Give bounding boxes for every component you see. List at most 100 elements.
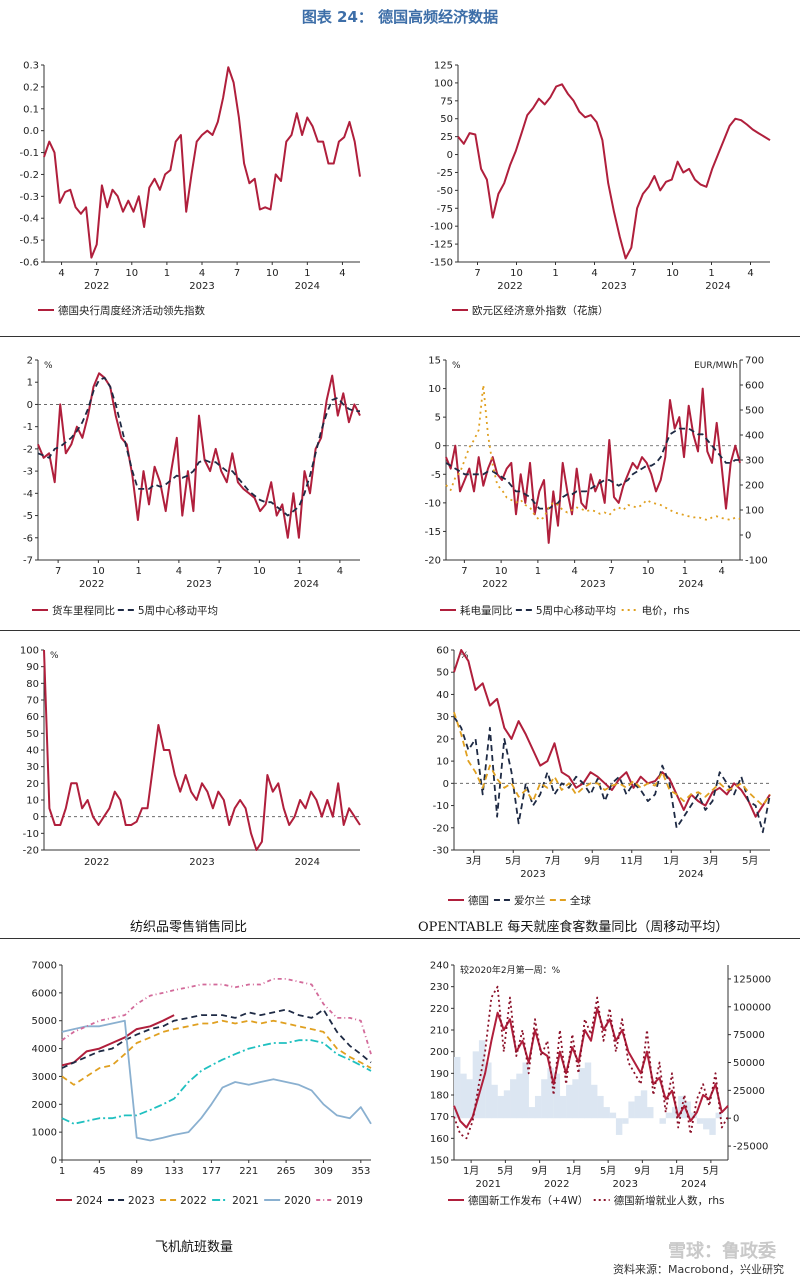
bar bbox=[534, 1095, 542, 1119]
x-tick-label: 5月 bbox=[703, 1165, 719, 1177]
y-tick-label: -0.6 bbox=[19, 258, 39, 269]
y-tick-label: 3000 bbox=[32, 1072, 57, 1083]
y2-tick-label: 0 bbox=[745, 531, 751, 542]
series-line-1 bbox=[445, 427, 740, 510]
bar bbox=[485, 1062, 492, 1119]
x-tick-label: 1 bbox=[304, 268, 310, 279]
y-tick-label: 5 bbox=[435, 413, 441, 424]
legend: 货车里程同比 5周中心移动平均 bbox=[32, 604, 218, 617]
bar bbox=[578, 1068, 585, 1119]
x-tick-label: 7 bbox=[461, 566, 467, 577]
y-tick-label: -30 bbox=[433, 846, 449, 857]
x-tick-label: 1 bbox=[296, 566, 302, 577]
x-tick-label: 7 bbox=[93, 268, 99, 279]
y-tick-label: -5 bbox=[431, 470, 441, 481]
x-tick-label: 5月 bbox=[497, 1165, 513, 1177]
source-note: 资料来源：Macrobond，兴业研究 bbox=[613, 1263, 784, 1276]
x-year-label: 2023 bbox=[601, 281, 626, 292]
y-tick-label: -2 bbox=[23, 444, 33, 455]
legend-label: 2021 bbox=[232, 1195, 259, 1207]
y-tick-label: -4 bbox=[23, 489, 33, 500]
legend-label: 2023 bbox=[128, 1195, 155, 1207]
y2-tick-label: 0 bbox=[733, 1114, 739, 1125]
legend-label: 欧元区经济意外指数（花旗） bbox=[472, 304, 609, 317]
y-unit-label: 较2020年2月第一周：% bbox=[460, 964, 561, 976]
x-tick-label: 89 bbox=[130, 1166, 143, 1177]
y-tick-label: 240 bbox=[430, 961, 449, 972]
x-tick-label: 1月 bbox=[663, 855, 679, 867]
x-tick-label: 4 bbox=[176, 566, 182, 577]
x-year-label: 2022 bbox=[84, 281, 109, 292]
y-tick-label: 10 bbox=[436, 757, 449, 768]
x-year-label: 2021 bbox=[476, 1179, 501, 1190]
x-tick-label: 7 bbox=[55, 566, 61, 577]
bar bbox=[628, 1101, 635, 1119]
y-tick-label: 50 bbox=[436, 668, 449, 679]
y-tick-label: -5 bbox=[23, 511, 33, 522]
y-unit-label: % bbox=[50, 651, 59, 661]
y-tick-label: 6000 bbox=[32, 988, 57, 999]
chart-svg-c4: 15 10 5 0 -5 -10 -15 -20 700 600 500 400 300 200 100 0 -… bbox=[425, 356, 768, 618]
y-tick-label: -3 bbox=[23, 467, 33, 478]
legend-label: 爱尔兰 bbox=[514, 894, 546, 907]
series-line-2024 bbox=[61, 1014, 175, 1067]
y2-tick-label: -100 bbox=[745, 556, 768, 567]
y-tick-label: 190 bbox=[430, 1069, 449, 1080]
x-tick-label: 4 bbox=[199, 268, 205, 279]
bar bbox=[591, 1084, 598, 1119]
series-line-0 bbox=[453, 649, 771, 818]
x-tick-label: 1 bbox=[708, 268, 714, 279]
x-tick-label: 1月 bbox=[566, 1165, 582, 1177]
chart-bundesbank-weekly-index: 0.3 0.2 0.1 0.0 -0.1 -0.2 -0.3 -0.4 -0.5 -0.6 4 7 10… bbox=[0, 55, 380, 322]
y-tick-label: 4000 bbox=[32, 1044, 57, 1055]
y-tick-label: -10 bbox=[23, 829, 39, 840]
bar bbox=[454, 1056, 461, 1119]
bar bbox=[478, 1040, 486, 1119]
x-tick-label: 1 bbox=[59, 1166, 65, 1177]
bar bbox=[510, 1079, 517, 1119]
legend-label: 德国央行周度经济活动领先指数 bbox=[58, 304, 205, 317]
x-year-label: 2022 bbox=[79, 579, 104, 590]
bar bbox=[684, 1101, 691, 1119]
y-tick-label: 0.0 bbox=[23, 126, 39, 137]
legend-label: 德国新工作发布（+4W） bbox=[468, 1194, 588, 1207]
x-tick-label: 4 bbox=[747, 268, 753, 279]
y-tick-label: 0 bbox=[443, 779, 449, 790]
x-tick-label: 309 bbox=[314, 1166, 333, 1177]
series-line-2 bbox=[453, 711, 771, 807]
legend-label: 电价，rhs bbox=[642, 604, 690, 617]
x-year-label: 2023 bbox=[520, 869, 545, 880]
x-year-label: 2024 bbox=[295, 281, 320, 292]
y-unit-label: % bbox=[452, 361, 461, 371]
y-tick-label: 0.1 bbox=[23, 104, 39, 115]
series-line-2020 bbox=[61, 1019, 372, 1142]
caption-opentable: OPENTABLE 每天就座食客数量同比（周移动平均） bbox=[418, 920, 729, 935]
y-tick-label: 220 bbox=[430, 1004, 449, 1015]
y-tick-label: -0.2 bbox=[19, 170, 39, 181]
x-year-label: 2023 bbox=[189, 857, 214, 868]
bar bbox=[541, 1079, 548, 1119]
y2-tick-label: 25000 bbox=[733, 1086, 765, 1097]
chart-citi-surprise-index: 125 100 75 50 25 0 -25 -50 -75 -100 -125 -150 7 10 1 4 7… bbox=[410, 55, 790, 322]
series-line-0 bbox=[453, 1007, 729, 1129]
y2-tick-label: 100000 bbox=[733, 1002, 771, 1013]
y-tick-label: 50 bbox=[26, 729, 39, 740]
chart-textile-retail: 100 90 80 70 60 50 40 30 20 10 0 -10 -20% 2022 2023 202… bbox=[0, 640, 380, 890]
y-tick-label: 0 bbox=[33, 812, 39, 823]
series-line-0 bbox=[37, 372, 361, 539]
bar bbox=[472, 1051, 480, 1119]
y2-tick-label: 700 bbox=[745, 356, 764, 367]
bar bbox=[696, 1118, 704, 1124]
y-tick-label: -0.5 bbox=[19, 236, 39, 247]
y-tick-label: 90 bbox=[26, 662, 39, 673]
bar bbox=[503, 1090, 511, 1119]
series-line-2023 bbox=[61, 1008, 372, 1069]
y-tick-label: 100 bbox=[434, 78, 453, 89]
x-year-label: 2023 bbox=[613, 1179, 638, 1190]
series-line-0 bbox=[445, 387, 741, 544]
chart-opentable: 60 50 40 30 20 10 0 -10 -20 -30% 3月 5月 7月 9月 11月 1月 3月 5月… bbox=[410, 640, 790, 912]
y-tick-label: 0 bbox=[51, 1156, 57, 1167]
y-tick-label: 0 bbox=[447, 150, 453, 161]
x-year-label: 2022 bbox=[84, 857, 109, 868]
